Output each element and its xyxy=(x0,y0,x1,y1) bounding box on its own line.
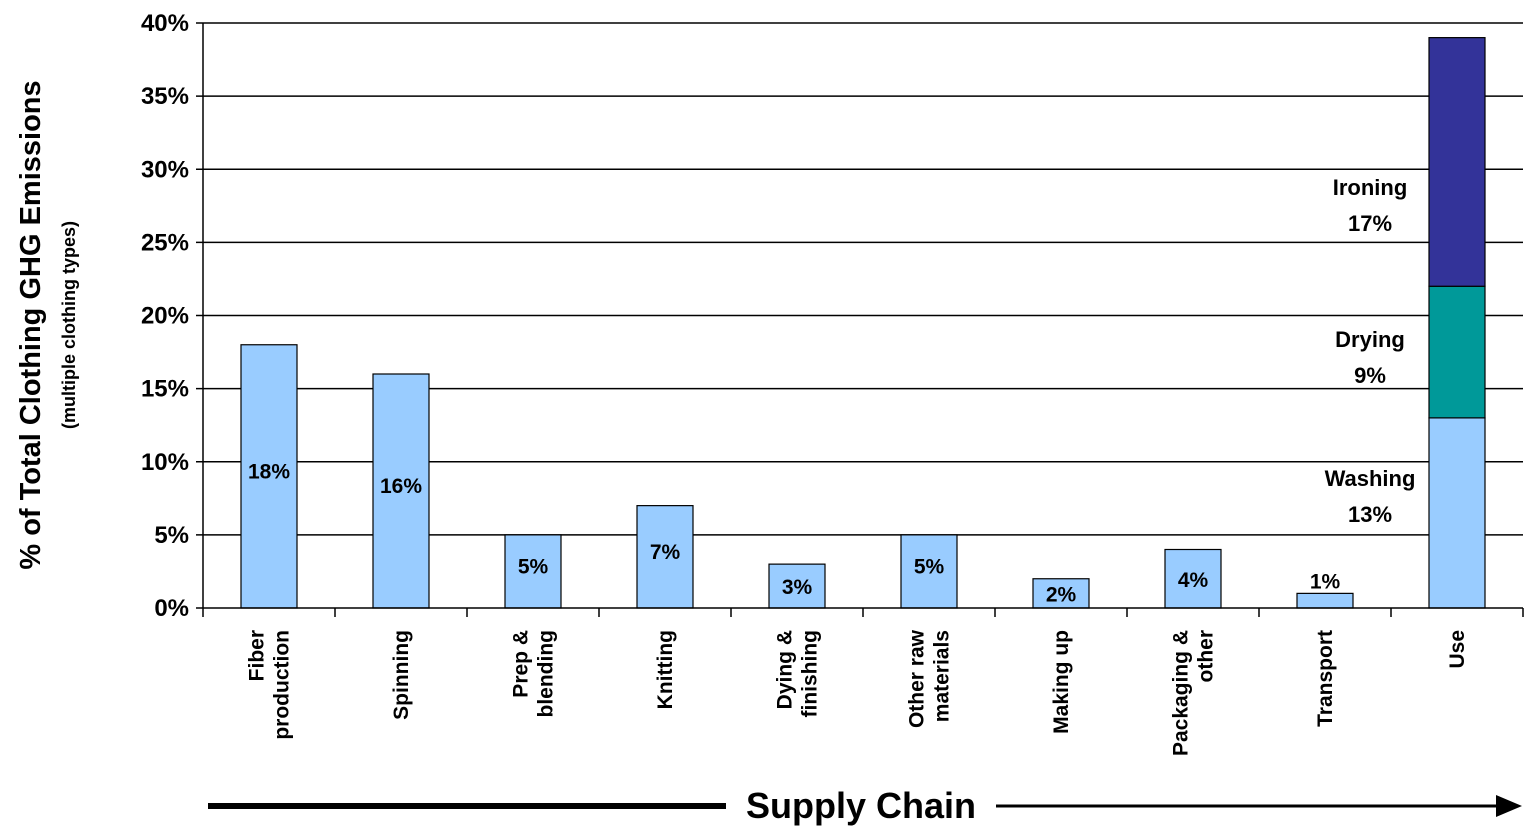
category-label-line: Spinning xyxy=(390,630,413,720)
segment-value-washing: 13% xyxy=(1348,502,1392,527)
category-label: Spinning xyxy=(390,630,413,720)
bar-segment-drying xyxy=(1428,285,1486,419)
bar xyxy=(900,534,958,609)
category-label-line: Knitting xyxy=(654,630,677,709)
bar xyxy=(1032,578,1090,609)
category-labels: Fiber production Spinning Prep & blending Kni… xyxy=(246,629,1470,756)
x-axis-title: Supply Chain xyxy=(208,785,1522,826)
segment-value-drying: 9% xyxy=(1354,363,1386,388)
data-label: 7% xyxy=(650,541,681,564)
segment-label-ironing: Ironing xyxy=(1333,175,1408,200)
category-label: Transport xyxy=(1314,630,1337,727)
category-label-line: materials xyxy=(931,630,954,722)
category-label: Other raw materials xyxy=(906,629,954,728)
y-tick-label: 15% xyxy=(141,376,189,403)
data-label: 1% xyxy=(1310,570,1341,593)
data-label: 5% xyxy=(914,555,945,578)
y-axis-title: % of Total Clothing GHG Emissions (multi… xyxy=(15,80,79,569)
bars xyxy=(240,37,1486,609)
category-label: Knitting xyxy=(654,630,677,709)
y-tick-label: 20% xyxy=(141,303,189,330)
category-label-line: Packaging & xyxy=(1170,630,1193,756)
data-label: 5% xyxy=(518,555,549,578)
category-label-line: production xyxy=(271,630,294,740)
y-tick-label: 5% xyxy=(154,522,189,549)
category-label: Packaging & other xyxy=(1170,630,1218,756)
bar-segment-washing xyxy=(1428,417,1486,609)
data-label: 18% xyxy=(248,460,290,483)
category-label: Dying & finishing xyxy=(774,630,822,718)
supply-chain-arrowhead xyxy=(1496,795,1522,817)
y-tick-label: 25% xyxy=(141,229,189,256)
y-tick-label: 30% xyxy=(141,156,189,183)
y-tick-label: 10% xyxy=(141,449,189,476)
category-label: Fiber production xyxy=(246,630,294,740)
category-label-line: Use xyxy=(1446,630,1469,669)
category-label-line: Making up xyxy=(1050,630,1073,734)
data-labels: 18% 16% 5% 7% 3% 5% 2% 4% 1% Washing 13% Drying 9% Ir… xyxy=(248,175,1415,606)
category-label: Prep & blending xyxy=(510,630,558,718)
category-label-line: Other raw xyxy=(906,629,929,728)
bar xyxy=(768,563,826,609)
bar xyxy=(636,505,694,609)
bar xyxy=(372,373,430,609)
data-label: 2% xyxy=(1046,583,1077,606)
bar xyxy=(1164,548,1222,609)
category-label-line: finishing xyxy=(799,630,822,718)
x-axis-label: Supply Chain xyxy=(746,785,976,826)
segment-value-ironing: 17% xyxy=(1348,211,1392,236)
category-label-line: Dying & xyxy=(774,630,797,709)
data-label: 4% xyxy=(1178,569,1209,592)
category-label-line: other xyxy=(1195,630,1218,683)
y-axis-sublabel: (multiple clothing types) xyxy=(59,221,79,429)
category-label-line: Transport xyxy=(1314,630,1337,727)
y-axis-label: % of Total Clothing GHG Emissions xyxy=(15,80,47,569)
category-label: Use xyxy=(1446,630,1469,669)
category-label-line: Fiber xyxy=(246,630,269,681)
bar xyxy=(1296,592,1354,609)
bar xyxy=(240,344,298,609)
data-label: 3% xyxy=(782,576,813,599)
category-label-line: blending xyxy=(535,630,558,718)
category-label-line: Prep & xyxy=(510,630,533,698)
bar-segment-ironing xyxy=(1428,37,1486,287)
axes xyxy=(196,22,1524,617)
data-label: 16% xyxy=(380,475,422,498)
y-tick-label: 35% xyxy=(141,83,189,110)
bar xyxy=(504,534,562,609)
y-tick-label: 40% xyxy=(141,10,189,37)
category-label: Making up xyxy=(1050,630,1073,734)
segment-label-drying: Drying xyxy=(1335,327,1405,352)
y-tick-labels: 0% 5% 10% 15% 20% 25% 30% 35% 40% xyxy=(141,10,189,622)
y-tick-label: 0% xyxy=(154,595,189,622)
segment-label-washing: Washing xyxy=(1325,466,1416,491)
